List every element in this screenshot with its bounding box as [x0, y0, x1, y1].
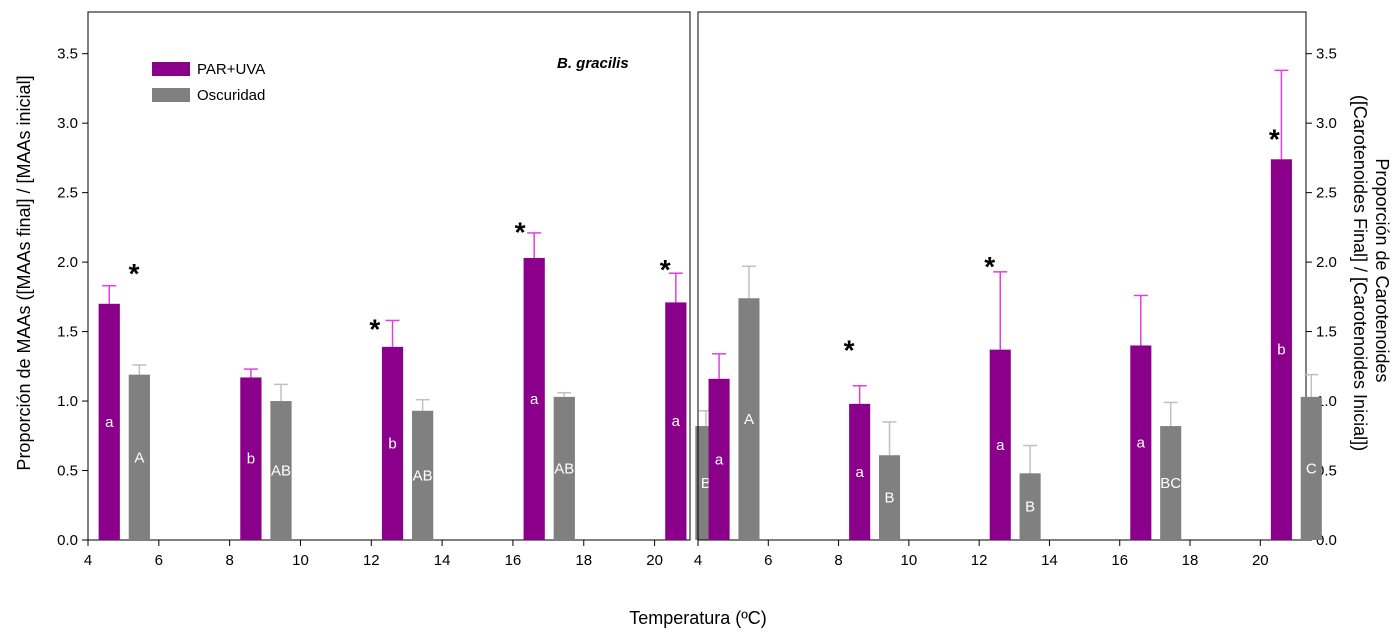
bar-letter-label: a	[672, 413, 681, 430]
x-tick-label: 12	[363, 552, 380, 569]
bar-letter-label: B	[1025, 499, 1035, 516]
x-tick-label: 20	[1252, 552, 1269, 569]
y-tick-label: 1.5	[57, 324, 78, 341]
y-tick-label: 3.5	[57, 46, 78, 63]
bar-oscuridad	[270, 401, 292, 540]
bar-letter-label: A	[134, 449, 144, 466]
bar-letter-label: a	[855, 464, 864, 481]
y-tick-label: 3.5	[1316, 46, 1337, 63]
x-tick-label: 14	[1041, 552, 1058, 569]
x-tick-label: 6	[764, 552, 772, 569]
bar-par-uva	[1270, 159, 1292, 540]
x-tick-label: 6	[155, 552, 163, 569]
bar-par-uva	[708, 378, 730, 540]
y-tick-label: 2.0	[1316, 254, 1337, 271]
bar-letter-label: BC	[1160, 475, 1181, 492]
significance-star: *	[515, 216, 526, 247]
bar-letter-label: AB	[554, 460, 574, 477]
bar-oscuridad	[553, 396, 575, 540]
legend-label-par-uva: PAR+UVA	[197, 61, 265, 78]
bar-oscuridad	[1160, 426, 1182, 540]
bar-par-uva	[989, 349, 1011, 540]
x-tick-label: 10	[292, 552, 309, 569]
bar-letter-label: C	[1306, 460, 1317, 477]
significance-star: *	[369, 314, 380, 345]
x-tick-label: 14	[434, 552, 451, 569]
right-y-axis-title-line1: Proporción de Carotenoides	[1372, 158, 1392, 382]
bar-oscuridad	[412, 410, 434, 540]
bar-letter-label: a	[530, 391, 539, 408]
bar-letter-label: b	[247, 451, 255, 468]
right-y-axis-title: Proporción de Carotenoides ([Carotenoide…	[1350, 95, 1392, 451]
bar-par-uva	[98, 303, 120, 540]
significance-star: *	[1269, 123, 1280, 154]
significance-star: *	[660, 254, 671, 285]
bar-oscuridad	[738, 298, 760, 540]
x-tick-label: 8	[834, 552, 842, 569]
bar-par-uva	[240, 377, 262, 540]
y-tick-label: 3.0	[57, 115, 78, 132]
legend: PAR+UVA Oscuridad	[152, 61, 265, 104]
bar-oscuridad	[878, 455, 901, 540]
bar-letter-label: B	[701, 475, 711, 492]
bar-letter-label: b	[1277, 342, 1285, 359]
bar-par-uva	[1130, 345, 1152, 540]
bar-letter-label: a	[105, 414, 114, 431]
bar-par-uva	[665, 302, 687, 540]
right-panel: 4 6 8 10 12 14 16 18 200.00.51.01.52.02.53.03.5a…	[694, 11, 1337, 569]
bar-letter-label: a	[1137, 435, 1146, 452]
x-axis-title: Temperatura (ºC)	[629, 608, 767, 628]
legend-label-oscuridad: Oscuridad	[197, 87, 265, 104]
right-y-axis-title-line2: ([Carotenoides Final] / [Carotenoides In…	[1350, 95, 1370, 451]
x-tick-label: 8	[225, 552, 233, 569]
x-tick-label: 10	[901, 552, 918, 569]
left-y-axis-title: Proporción de MAAs ([MAAs final] / [MAAs…	[14, 75, 34, 470]
species-annotation: B. gracilis	[557, 55, 629, 72]
x-tick-label: 18	[575, 552, 592, 569]
significance-star: *	[844, 334, 855, 365]
x-tick-label: 16	[505, 552, 522, 569]
bar-oscuridad	[1300, 396, 1322, 540]
bar-oscuridad	[1019, 473, 1041, 540]
significance-star: *	[984, 251, 995, 282]
bar-letter-label: A	[744, 411, 754, 428]
legend-swatch-oscuridad	[152, 88, 190, 102]
y-tick-label: 0.5	[57, 463, 78, 480]
x-tick-label: 20	[646, 552, 663, 569]
y-tick-label: 2.5	[57, 185, 78, 202]
bar-par-uva	[381, 346, 404, 540]
bar-letter-label: B	[885, 490, 895, 507]
x-tick-label: 16	[1111, 552, 1128, 569]
bar-letter-label: AB	[413, 467, 433, 484]
y-tick-label: 2.0	[57, 254, 78, 271]
y-tick-label: 2.5	[1316, 185, 1337, 202]
x-tick-label: 4	[84, 552, 92, 569]
x-tick-label: 18	[1182, 552, 1199, 569]
x-tick-label: 12	[971, 552, 988, 569]
bar-letter-label: a	[996, 437, 1005, 454]
bar-oscuridad	[128, 374, 150, 540]
bar-letter-label: AB	[271, 463, 291, 480]
bar-par-uva	[523, 257, 545, 540]
y-tick-label: 3.0	[1316, 115, 1337, 132]
y-tick-label: 1.0	[57, 393, 78, 410]
significance-star: *	[129, 258, 140, 289]
left-panel: 4 6 8 10 12 14 16 18 20 0.0 0.5 1.0 1.5 2.0 2.5 3.0 3.5 a…	[57, 11, 717, 569]
x-tick-label: 4	[694, 552, 702, 569]
legend-swatch-par-uva	[152, 62, 190, 76]
y-tick-label: 1.5	[1316, 324, 1337, 341]
y-tick-label: 0.0	[57, 532, 78, 549]
bar-letter-label: a	[715, 451, 724, 468]
bar-par-uva	[849, 403, 871, 540]
bar-letter-label: b	[388, 435, 396, 452]
